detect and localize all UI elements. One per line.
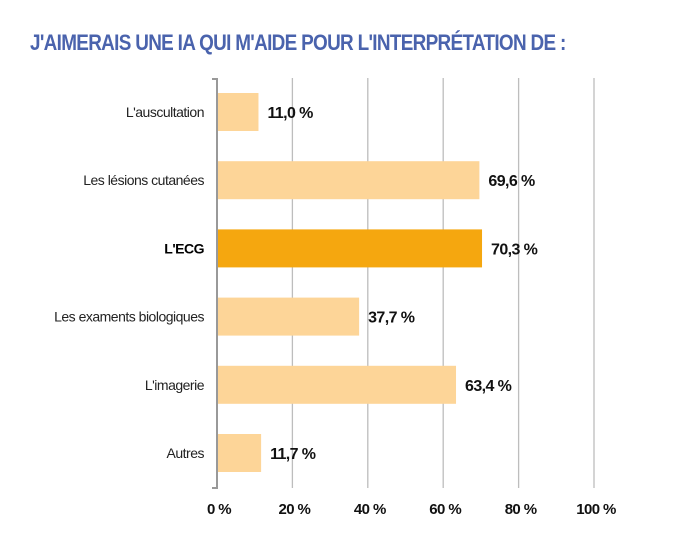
chart-title: J'AIMERAIS UNE IA QUI M'AIDE POUR L'INTE…	[30, 30, 566, 55]
bar	[218, 93, 259, 131]
value-label: 37,7 %	[368, 310, 415, 327]
category-label: Autres	[167, 445, 205, 461]
x-tick-label: 40 %	[354, 501, 386, 518]
bar	[218, 297, 360, 336]
value-label: 69,6 %	[488, 173, 535, 190]
bar	[218, 229, 483, 268]
x-tick-label: 60 %	[429, 501, 461, 518]
category-label: L'auscultation	[126, 104, 204, 120]
bar	[218, 161, 480, 200]
x-tick-label: 100 %	[576, 501, 616, 518]
value-label: 70,3 %	[491, 241, 538, 258]
y-axis-bracket	[212, 78, 218, 489]
bar	[218, 365, 457, 404]
x-tick-label: 20 %	[279, 501, 311, 518]
x-tick-label: 80 %	[505, 501, 537, 518]
value-label: 11,7 %	[270, 446, 316, 463]
category-label: Les lésions cutanées	[83, 172, 204, 188]
x-tick-label: 0 %	[207, 501, 231, 518]
category-label: Les examents biologiques	[54, 309, 204, 325]
value-label: 63,4 %	[465, 378, 512, 395]
category-label: L'imagerie	[145, 377, 205, 393]
category-label: L'ECG	[164, 240, 204, 256]
value-label: 11,0 %	[267, 105, 313, 122]
bar	[218, 434, 262, 472]
